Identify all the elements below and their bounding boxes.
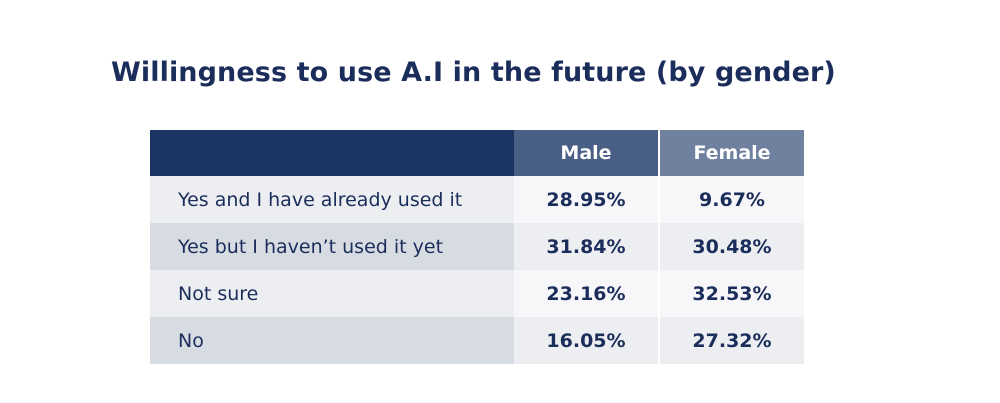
- table-row: Not sure 23.16% 32.53%: [150, 270, 804, 317]
- row-label: Yes and I have already used it: [150, 176, 514, 223]
- table-header-row: Male Female: [150, 130, 804, 176]
- male-value: 23.16%: [514, 270, 658, 317]
- table-row: Yes but I haven’t used it yet 31.84% 30.…: [150, 223, 804, 270]
- female-value: 32.53%: [660, 270, 804, 317]
- male-value: 31.84%: [514, 223, 658, 270]
- header-female: Female: [660, 130, 804, 176]
- data-table: Male Female Yes and I have already used …: [150, 130, 804, 364]
- table-row: No 16.05% 27.32%: [150, 317, 804, 364]
- row-label: Not sure: [150, 270, 514, 317]
- column-divider: [658, 317, 660, 364]
- row-label: No: [150, 317, 514, 364]
- column-divider: [658, 176, 660, 223]
- row-label: Yes but I haven’t used it yet: [150, 223, 514, 270]
- table-body: Yes and I have already used it 28.95% 9.…: [150, 176, 804, 364]
- column-divider: [658, 130, 660, 176]
- column-divider: [658, 223, 660, 270]
- chart-title: Willingness to use A.I in the future (by…: [111, 57, 836, 88]
- female-value: 27.32%: [660, 317, 804, 364]
- male-value: 16.05%: [514, 317, 658, 364]
- female-value: 30.48%: [660, 223, 804, 270]
- header-empty-cell: [150, 130, 514, 176]
- column-divider: [658, 270, 660, 317]
- male-value: 28.95%: [514, 176, 658, 223]
- female-value: 9.67%: [660, 176, 804, 223]
- header-male: Male: [514, 130, 658, 176]
- table-row: Yes and I have already used it 28.95% 9.…: [150, 176, 804, 223]
